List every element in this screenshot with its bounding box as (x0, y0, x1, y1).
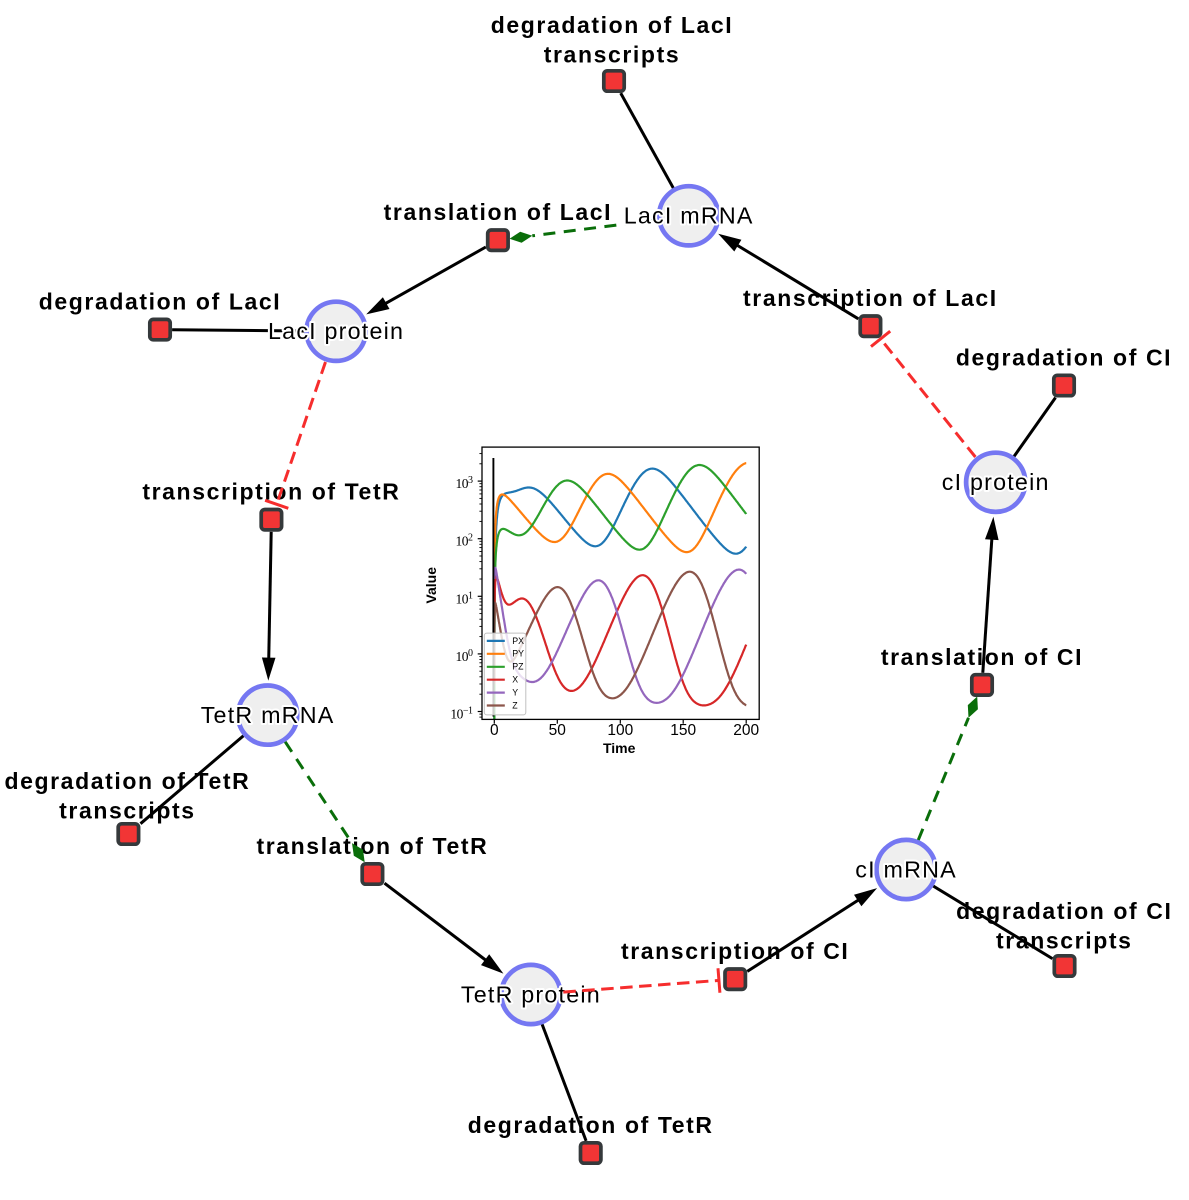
svg-text:50: 50 (549, 722, 567, 739)
svg-text:degradation of TetR: degradation of TetR (4, 768, 250, 794)
svg-text:transcripts: transcripts (59, 798, 195, 824)
svg-text:transcripts: transcripts (544, 42, 680, 68)
svg-text:transcription of TetR: transcription of TetR (142, 479, 400, 505)
svg-text:100: 100 (456, 648, 474, 664)
svg-text:Time: Time (603, 740, 636, 756)
svg-text:transcription of LacI: transcription of LacI (743, 285, 998, 311)
svg-text:degradation of TetR: degradation of TetR (468, 1112, 714, 1138)
svg-text:150: 150 (670, 722, 696, 739)
svg-text:Value: Value (423, 567, 439, 604)
svg-text:101: 101 (456, 590, 474, 606)
svg-text:degradation of LacI: degradation of LacI (39, 289, 282, 315)
svg-text:TetR mRNA: TetR mRNA (201, 702, 335, 728)
svg-text:100: 100 (607, 722, 633, 739)
svg-text:LacI mRNA: LacI mRNA (624, 203, 754, 229)
svg-text:translation of CI: translation of CI (881, 644, 1083, 670)
svg-text:degradation of CI: degradation of CI (956, 345, 1172, 371)
svg-text:Z: Z (512, 700, 518, 710)
svg-text:cI mRNA: cI mRNA (855, 856, 957, 882)
svg-text:translation of LacI: translation of LacI (384, 199, 612, 225)
svg-text:cI protein: cI protein (942, 469, 1050, 495)
svg-text:PY: PY (512, 649, 524, 659)
svg-text:200: 200 (733, 722, 759, 739)
svg-text:transcripts: transcripts (996, 928, 1132, 954)
svg-text:103: 103 (456, 475, 474, 491)
svg-text:Y: Y (512, 688, 518, 698)
svg-text:0: 0 (490, 722, 499, 739)
svg-text:degradation of LacI: degradation of LacI (491, 12, 734, 38)
svg-text:X: X (512, 675, 518, 685)
svg-text:PX: PX (512, 636, 524, 646)
svg-text:translation of TetR: translation of TetR (256, 833, 488, 859)
svg-text:PZ: PZ (512, 662, 524, 672)
svg-text:10−1: 10−1 (450, 706, 473, 722)
svg-text:transcription of CI: transcription of CI (621, 938, 849, 964)
svg-text:LacI protein: LacI protein (268, 318, 404, 344)
svg-text:102: 102 (456, 533, 474, 549)
svg-text:TetR protein: TetR protein (461, 981, 601, 1007)
